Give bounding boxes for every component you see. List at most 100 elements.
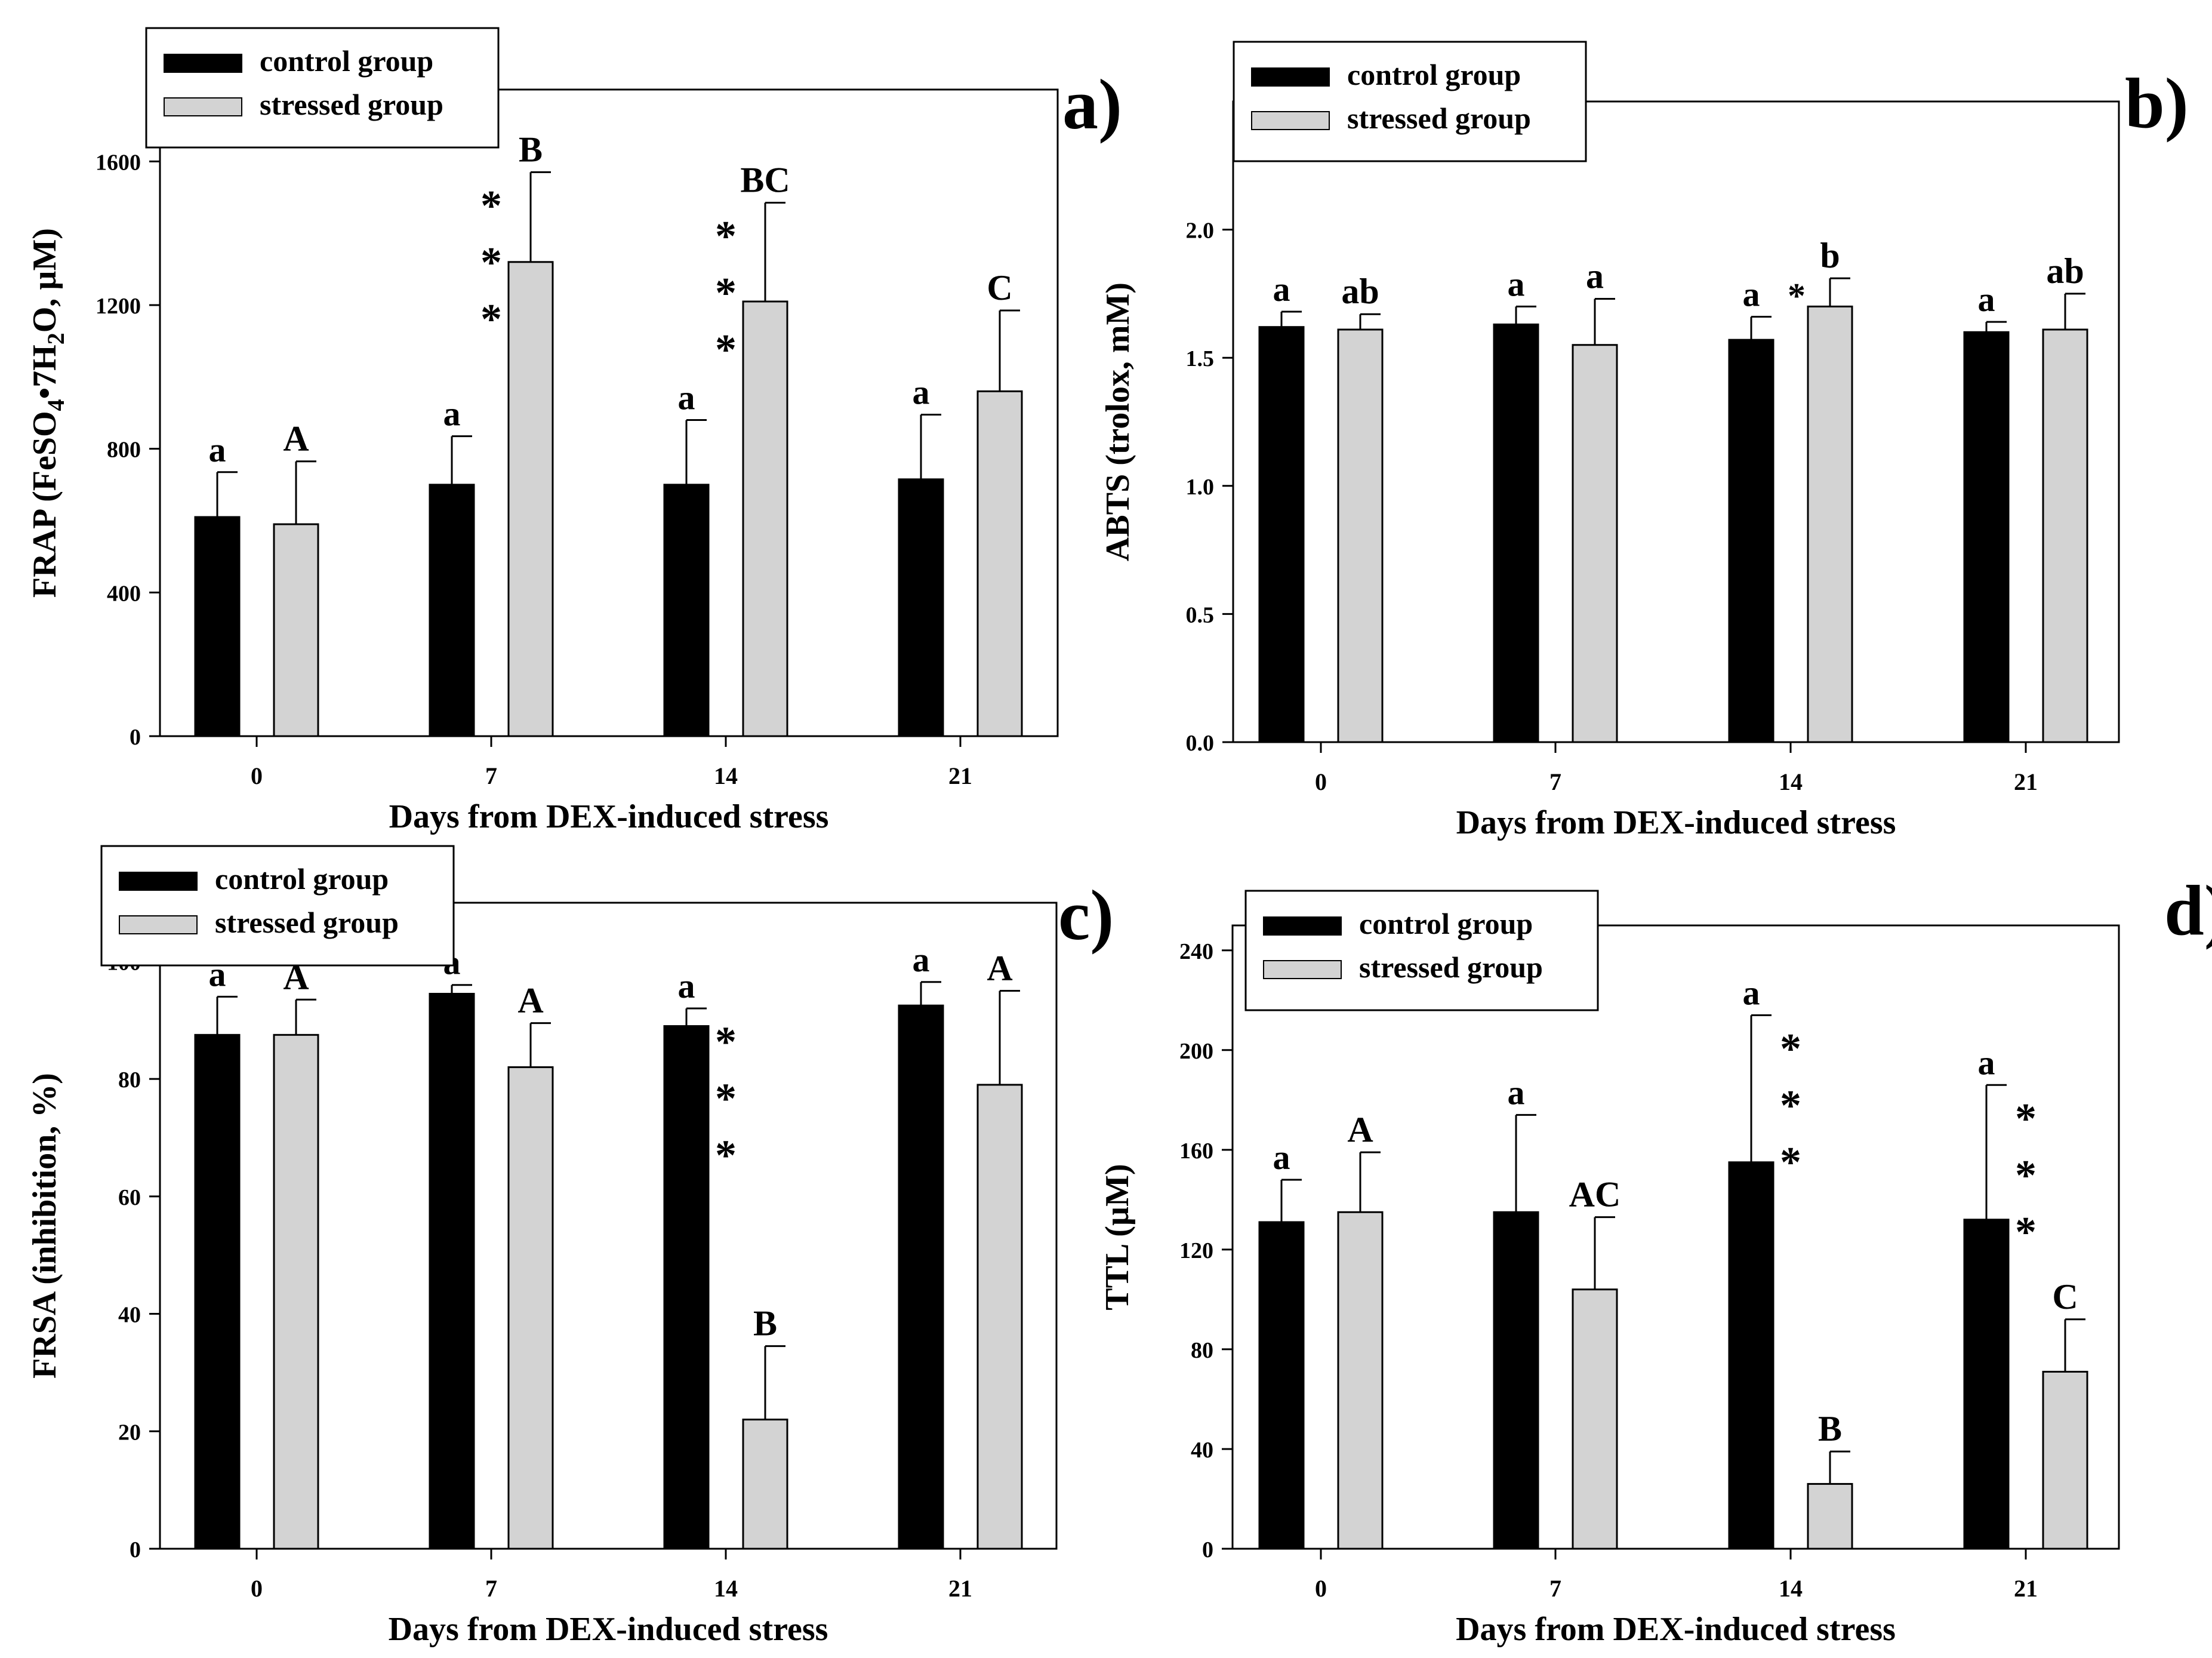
x-tick-label: 7 [1549, 768, 1561, 795]
x-tick-label: 21 [948, 762, 972, 789]
y-axis-label: TTL (µM) [1099, 1164, 1136, 1310]
y-tick-label: 40 [118, 1303, 141, 1328]
stressed-bar [742, 1419, 788, 1550]
legend-label-control: control group [260, 44, 433, 78]
legend-swatch-control [1263, 916, 1342, 936]
legend: control group stressed group [1244, 890, 1599, 1011]
control-bar [194, 1033, 241, 1550]
stressed-bar [976, 390, 1023, 737]
significance-letter: a [1586, 256, 1604, 296]
significance-letter: a [678, 379, 695, 417]
x-tick-label: 0 [251, 1575, 263, 1602]
legend-label-control: control group [1359, 907, 1533, 940]
legend: control group stressed group [1233, 41, 1587, 162]
x-tick-label: 0 [1315, 768, 1327, 795]
asterisk: * [1780, 1081, 1801, 1129]
y-tick-label: 40 [1191, 1438, 1213, 1463]
y-tick-label: 20 [118, 1420, 141, 1445]
significance-letter: a [1273, 1138, 1290, 1177]
legend-swatch-control [1251, 67, 1330, 87]
y-tick-label: 200 [1179, 1039, 1213, 1064]
y-axis-label: FRAP (FeSO4•7H2O, µM) [26, 228, 69, 598]
y-tick-label: 1600 [95, 150, 141, 175]
stressed-bar [1807, 1482, 1853, 1550]
legend-box [100, 845, 455, 967]
y-axis-label: ABTS (trolox, mM) [1099, 282, 1136, 561]
stressed-bar [742, 300, 788, 737]
control-bar [898, 478, 944, 737]
plot-frame [159, 88, 1059, 737]
legend-swatch-stressed [119, 915, 198, 934]
x-axis-label: Days from DEX-induced stress [389, 798, 829, 835]
x-tick-label: 21 [2014, 1575, 2038, 1602]
significance-letter: B [1818, 1409, 1842, 1448]
panel-a: 0 400 800 1200 1600 0 7 14 21 Days from DEX-induc… [26, 27, 1122, 835]
x-tick-label: 7 [485, 1575, 497, 1602]
stressed-bar [1807, 305, 1853, 743]
plot-frame [159, 902, 1058, 1550]
significance-letter: b [1820, 236, 1840, 275]
significance-letter: AC [1569, 1175, 1621, 1214]
x-tick-label: 7 [485, 762, 497, 789]
control-bar [1258, 326, 1305, 743]
panel-label: a) [1062, 64, 1122, 144]
legend-label-control: control group [215, 862, 389, 896]
x-tick-label: 14 [1779, 768, 1803, 795]
asterisk: * [715, 269, 737, 317]
significance-letter: a [913, 940, 930, 979]
significance-letter: a [1743, 275, 1760, 314]
panel-d: 0 40 80 120 160 200 240 0 7 14 21 Days from DEX-ind… [1099, 870, 2212, 1648]
y-tick-label: 120 [1179, 1238, 1213, 1263]
significance-letter: A [1347, 1110, 1373, 1149]
stressed-bar [273, 523, 319, 737]
y-tick-label: 80 [1191, 1338, 1213, 1363]
asterisk: * [480, 182, 502, 229]
x-axis-label: Days from DEX-induced stress [1456, 1611, 1896, 1648]
panel-label: c) [1058, 875, 1114, 955]
asterisk: * [715, 1075, 737, 1122]
stressed-bar [976, 1084, 1023, 1550]
legend-swatch-stressed [1251, 111, 1330, 130]
control-bar [1493, 1211, 1539, 1550]
asterisk: * [1780, 1138, 1801, 1186]
asterisk: * [480, 238, 502, 286]
significance-letter: B [519, 130, 543, 169]
stressed-bar [507, 261, 554, 737]
y-tick-label: 0.5 [1186, 602, 1215, 627]
control-bar [1963, 1219, 2010, 1550]
stressed-bar [273, 1033, 319, 1550]
asterisk: * [480, 295, 502, 343]
y-tick-label: 800 [107, 438, 141, 463]
y-tick-label: 0 [130, 1537, 141, 1562]
legend-box [145, 27, 500, 149]
plot-frame [1232, 100, 2120, 743]
y-tick-label: 160 [1179, 1139, 1213, 1164]
x-tick-label: 14 [1779, 1575, 1803, 1602]
control-bar [194, 516, 241, 737]
legend-swatch-stressed [164, 97, 242, 116]
legend-swatch-stressed [1263, 960, 1342, 979]
stressed-bar [2042, 1371, 2088, 1550]
x-tick-label: 21 [2014, 768, 2038, 795]
legend-label-stressed: stressed group [1359, 950, 1543, 984]
asterisk: * [2015, 1094, 2037, 1142]
x-axis-label: Days from DEX-induced stress [1456, 804, 1896, 841]
stressed-bar [1572, 1288, 1618, 1550]
significance-letter: BC [740, 161, 790, 200]
asterisk: * [715, 326, 737, 374]
legend-label-stressed: stressed group [215, 906, 399, 939]
legend: control group stressed group [145, 27, 500, 149]
stressed-bar [1337, 1211, 1384, 1550]
significance-letter: a [209, 430, 226, 469]
x-tick-label: 14 [714, 762, 738, 789]
x-axis-label: Days from DEX-induced stress [389, 1611, 828, 1648]
y-tick-label: 2.0 [1186, 219, 1215, 244]
significance-letter: C [2052, 1277, 2078, 1316]
control-bar [1963, 331, 2010, 743]
y-tick-label: 400 [107, 581, 141, 606]
panel-b: 0.0 0.5 1.0 1.5 2.0 0 7 14 21 Days from DEX-induc… [1099, 41, 2189, 841]
panel-label: d) [2164, 870, 2212, 950]
significance-letter: a [1978, 1043, 1995, 1082]
plot-frame [1231, 924, 2120, 1550]
x-tick-label: 7 [1549, 1575, 1561, 1602]
